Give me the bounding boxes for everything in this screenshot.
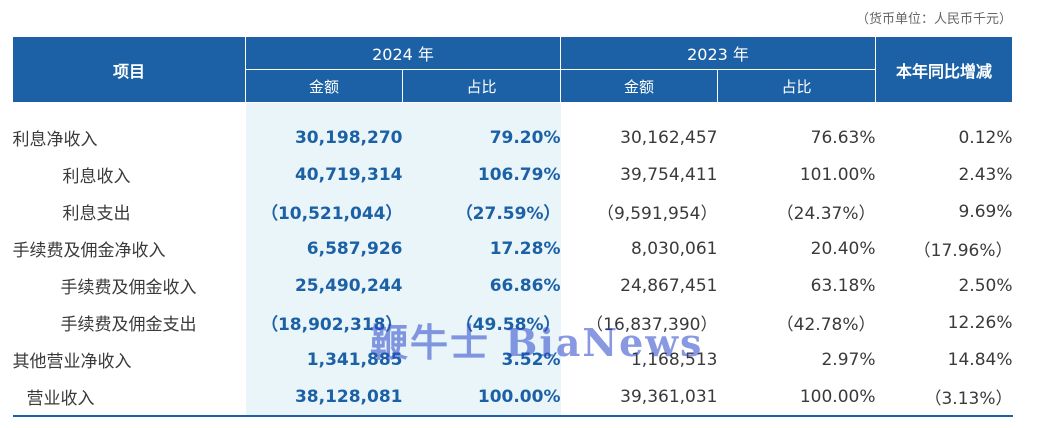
ratio-2024: 17.28% <box>402 230 561 267</box>
amount-2024: 6,587,926 <box>245 230 403 267</box>
row-label: 手续费及佣金支出 <box>60 315 197 335</box>
header-year-2023: 2023 年 <box>560 36 876 70</box>
header-yoy-change: 本年同比增减 <box>875 36 1013 103</box>
amount-2024: 40,719,314 <box>245 156 403 193</box>
table-row: 利息收入 40,719,314 106.79% 39,754,411 101.0… <box>13 156 1013 193</box>
table-row: 手续费及佣金净收入 6,587,926 17.28% 8,030,061 20.… <box>13 230 1013 267</box>
currency-unit-note: （货币单位：人民币千元） <box>855 12 1012 27</box>
header-ratio-2024: 占比 <box>402 69 561 103</box>
yoy-change: 0.12% <box>958 127 1013 148</box>
ratio-2024: 106.79% <box>402 156 561 193</box>
amount-2023: 8,030,061 <box>630 238 718 259</box>
row-label: 利息净收入 <box>12 130 98 150</box>
yoy-change: （17.96%） <box>913 241 1013 261</box>
amount-2023: （9,591,954） <box>596 204 718 224</box>
table-row: 利息净收入 30,198,270 79.20% 30,162,457 76.63… <box>13 119 1013 156</box>
row-label: 利息支出 <box>62 204 131 224</box>
header-ratio-2023: 占比 <box>717 69 876 103</box>
ratio-2024: （49.58%） <box>402 304 561 341</box>
amount-2023: （16,837,390） <box>586 315 718 335</box>
amount-2024: 1,341,885 <box>245 341 403 378</box>
ratio-2024: （27.59%） <box>402 193 561 230</box>
table-row-total: 营业收入 38,128,081 100.00% 39,361,031 100.0… <box>12 378 1013 417</box>
header-amount-2023: 金额 <box>560 69 718 103</box>
row-label: 手续费及佣金收入 <box>60 278 197 298</box>
amount-2023: 30,162,457 <box>620 127 718 148</box>
yoy-change: 9.69% <box>958 201 1013 222</box>
revenue-table: 项目 2024 年 2023 年 本年同比增减 金额 占比 金额 占比 利息净收… <box>12 36 1013 417</box>
amount-2023: 39,754,411 <box>620 164 718 185</box>
amount-2024: 25,490,244 <box>245 267 403 304</box>
ratio-2024: 79.20% <box>402 119 561 156</box>
yoy-change: 14.84% <box>947 349 1013 370</box>
row-label: 利息收入 <box>62 167 131 187</box>
ratio-2024: 3.52% <box>402 341 561 378</box>
amount-2023: 1,168,513 <box>630 349 718 370</box>
header-year-2024: 2024 年 <box>245 36 561 70</box>
amount-2024: 30,198,270 <box>245 119 403 156</box>
amount-2024: （18,902,318） <box>245 304 403 341</box>
header-amount-2024: 金额 <box>245 69 403 103</box>
ratio-2023: 63.18% <box>810 275 876 296</box>
yoy-change: 12.26% <box>947 312 1013 333</box>
row-label: 手续费及佣金净收入 <box>12 241 166 261</box>
row-label: 营业收入 <box>12 378 246 417</box>
amount-2023: 24,867,451 <box>620 275 718 296</box>
ratio-2023: 101.00% <box>799 164 876 185</box>
table-row: 手续费及佣金收入 25,490,244 66.86% 24,867,451 63… <box>13 267 1013 304</box>
yoy-change: 2.43% <box>958 164 1013 185</box>
ratio-2024: 100.00% <box>402 378 561 417</box>
row-label: 其他营业净收入 <box>12 352 132 372</box>
table-row: 利息支出 （10,521,044） （27.59%） （9,591,954） （… <box>13 193 1013 230</box>
ratio-2023: （42.78%） <box>776 315 876 335</box>
ratio-2023: 100.00% <box>717 378 876 417</box>
table-row: 手续费及佣金支出 （18,902,318） （49.58%） （16,837,3… <box>13 304 1013 341</box>
amount-2023: 39,361,031 <box>560 378 718 417</box>
yoy-change: （3.13%） <box>875 378 1013 417</box>
ratio-2023: （24.37%） <box>776 204 876 224</box>
table-row: 其他营业净收入 1,341,885 3.52% 1,168,513 2.97% … <box>13 341 1013 378</box>
ratio-2024: 66.86% <box>402 267 561 304</box>
amount-2024: 38,128,081 <box>245 378 403 417</box>
amount-2024: （10,521,044） <box>245 193 403 230</box>
yoy-change: 2.50% <box>958 275 1013 296</box>
ratio-2023: 76.63% <box>810 127 876 148</box>
spacer-row <box>13 102 1013 119</box>
ratio-2023: 2.97% <box>821 349 876 370</box>
header-item: 项目 <box>12 36 246 103</box>
ratio-2023: 20.40% <box>810 238 876 259</box>
